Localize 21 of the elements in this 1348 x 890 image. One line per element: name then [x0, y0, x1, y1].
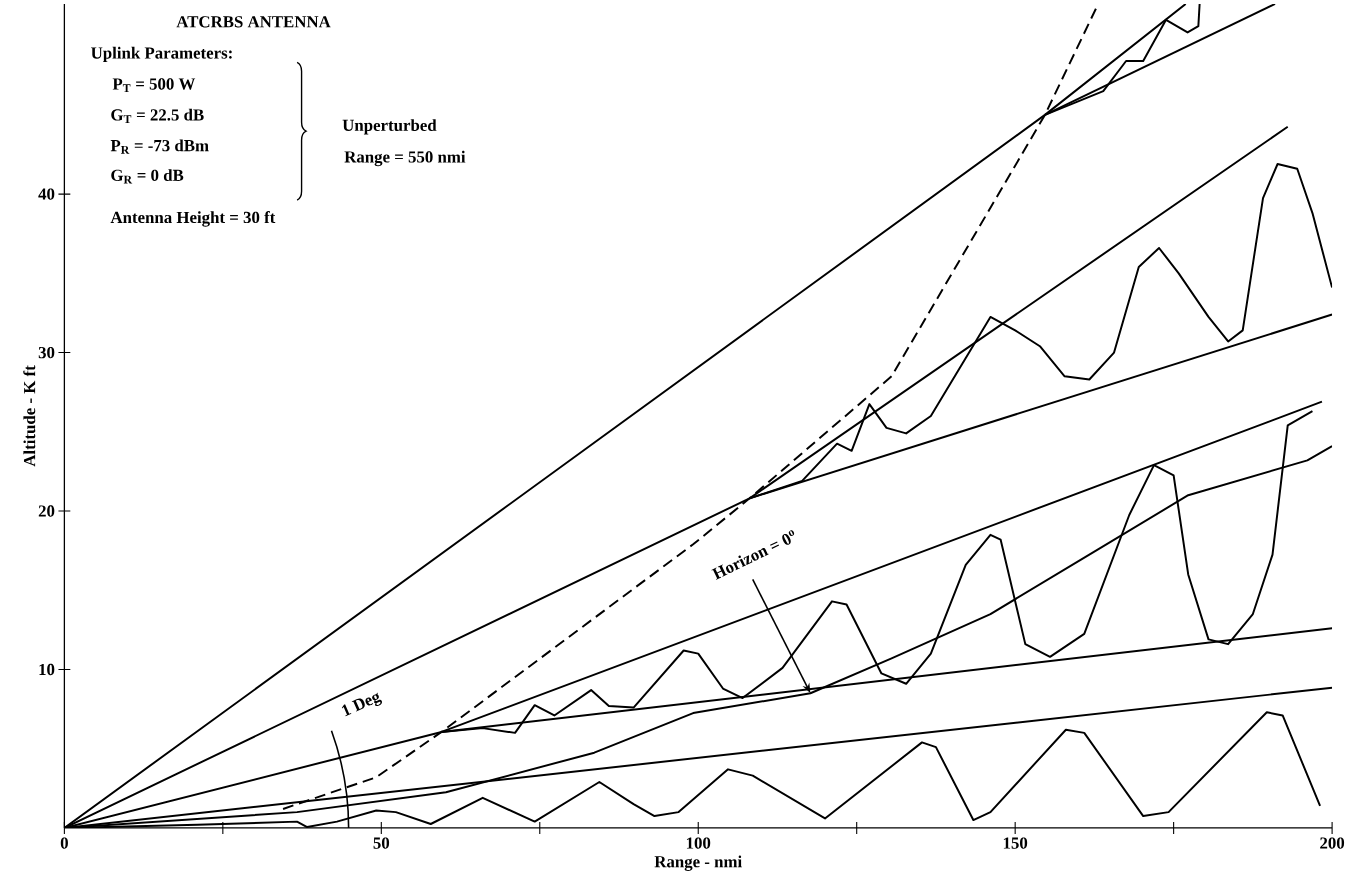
annotation: Unperturbed [342, 118, 437, 135]
annotation: Antenna Height = 30 ft [110, 210, 276, 227]
annotation: 1 Deg [341, 692, 382, 717]
x-axis-title: Range - nmi [654, 855, 742, 871]
annotation: Range = 550 nmi [344, 150, 466, 166]
text: ATCRBS ANTENNA [176, 15, 331, 28]
x-tick-label: 0 [60, 837, 68, 849]
x-tick-label: 150 [1003, 837, 1028, 849]
y-tick-label: 10 [39, 663, 55, 676]
y-tick-label: 40 [38, 188, 55, 200]
annotation: G$_{R}$ = 0 dB [111, 168, 184, 184]
y-tick-label: 20 [38, 505, 55, 517]
annotation: Uplink Parameters: [91, 46, 232, 62]
x-tick-label: 100 [686, 837, 711, 849]
annotation: G$_{T}$ = 22.5 dB [111, 108, 204, 123]
x-tick-label: 200 [1320, 837, 1345, 849]
annotation: P$_{T}$ = 500 W [112, 78, 196, 92]
x-tick-label: 50 [373, 837, 390, 849]
y-axis-title: Altitude - K ft [23, 365, 36, 467]
y-tick-label: 30 [38, 346, 55, 359]
annotation: P$_{R}$ = -73 dBm [110, 139, 209, 154]
